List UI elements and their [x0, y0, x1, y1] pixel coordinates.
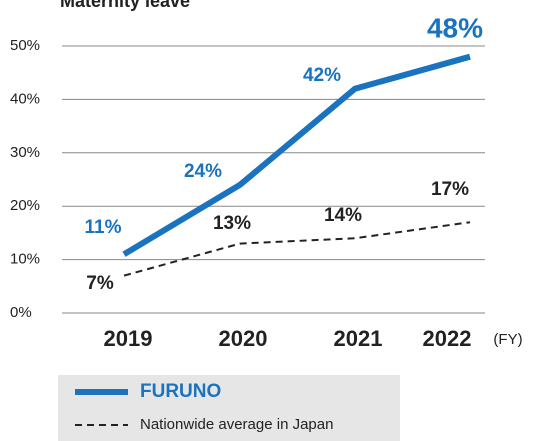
x-unit: (FY) — [493, 331, 522, 348]
y-tick-label: 10% — [10, 251, 40, 268]
data-label: 11% — [85, 217, 122, 238]
data-label: 42% — [303, 65, 341, 86]
y-tick-label: 20% — [10, 197, 40, 214]
data-label: 14% — [324, 205, 362, 226]
legend-box — [58, 375, 400, 441]
y-tick-label: 30% — [10, 144, 40, 161]
x-tick-label: 2020 — [219, 326, 268, 351]
data-label: 24% — [184, 161, 222, 182]
data-label: 7% — [86, 273, 114, 294]
x-tick-label: 2021 — [334, 326, 383, 351]
legend-label: FURUNO — [140, 381, 221, 402]
series-line — [122, 53, 471, 257]
x-tick-label: 2019 — [104, 326, 153, 351]
data-label: 48% — [427, 12, 483, 43]
x-tick-label: 2022 — [423, 326, 472, 351]
data-label: 13% — [213, 213, 251, 234]
y-tick-label: 40% — [10, 90, 40, 107]
series-line — [123, 221, 471, 277]
data-label: 17% — [431, 179, 469, 200]
chart-title: Maternity leave — [60, 0, 190, 11]
legend-label: Nationwide average in Japan — [140, 416, 333, 433]
y-tick-label: 0% — [10, 304, 32, 321]
y-tick-label: 50% — [10, 37, 40, 54]
